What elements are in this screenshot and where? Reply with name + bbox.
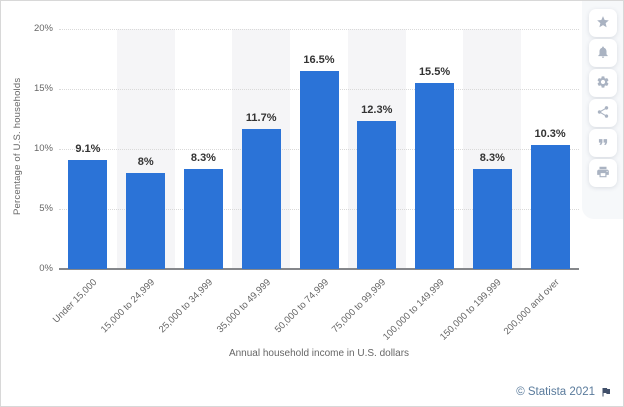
- x-tick-label: 15,000 to 24,999: [99, 277, 158, 336]
- print-button[interactable]: [588, 159, 617, 187]
- flag-icon[interactable]: [600, 386, 612, 398]
- y-tick-label: 5%: [39, 203, 53, 214]
- y-tick-label: 15%: [33, 83, 53, 94]
- bar[interactable]: [183, 169, 223, 269]
- x-tick-label: 50,000 to 74,999: [272, 277, 331, 336]
- x-tick-label: 150,000 to 199,999: [438, 277, 505, 343]
- bar-value-label: 11.7%: [245, 111, 277, 124]
- x-tick-label: 75,000 to 99,999: [330, 277, 389, 336]
- plot-area: 9.1% 8% 8.3% 11.7% 16.5% 12.3% 15.5% 8.3% 10.3%: [59, 29, 579, 270]
- x-tick-label: 100,000 to 149,999: [380, 277, 447, 343]
- y-tick-label: 20%: [33, 23, 53, 34]
- x-axis-line: [59, 268, 579, 270]
- bar[interactable]: [126, 173, 166, 269]
- share-button[interactable]: [588, 99, 617, 127]
- x-tick-label: Under 15,000: [51, 277, 100, 326]
- bar-value-label: 8.3%: [190, 152, 216, 165]
- grid-line: [59, 29, 579, 30]
- bar-value-label: 16.5%: [303, 54, 335, 66]
- chart-toolbar: [582, 1, 623, 219]
- quote-icon: [596, 135, 610, 152]
- x-axis-title: Annual household income in U.S. dollars: [228, 348, 410, 359]
- bar-value-label: 12.3%: [361, 104, 393, 117]
- bar[interactable]: [241, 128, 281, 269]
- gear-icon: [596, 75, 610, 92]
- bar[interactable]: [530, 145, 570, 269]
- bar-value-label: 8%: [137, 156, 154, 168]
- bar-value-label: 15.5%: [418, 66, 451, 78]
- bar[interactable]: [357, 121, 397, 269]
- bar-value-label: 10.3%: [534, 128, 566, 141]
- bar[interactable]: [415, 83, 455, 269]
- x-tick-label: 25,000 to 34,999: [157, 277, 216, 336]
- bar[interactable]: [68, 159, 108, 269]
- x-tick-label: 200,000 and over: [501, 277, 562, 338]
- share-icon: [596, 105, 610, 122]
- footer: © Statista 2021: [516, 386, 612, 398]
- copyright-text: © Statista 2021: [516, 386, 595, 398]
- x-tick-label: 35,000 to 49,999: [214, 277, 274, 336]
- cite-button[interactable]: [588, 129, 617, 157]
- bar[interactable]: [472, 169, 512, 269]
- settings-button[interactable]: [588, 69, 617, 97]
- bar[interactable]: [299, 71, 339, 269]
- bar-value-label: 8.3%: [479, 152, 505, 165]
- bell-icon: [596, 45, 610, 62]
- y-tick-label: 0%: [39, 263, 53, 274]
- notifications-button[interactable]: [588, 39, 617, 67]
- star-icon: [596, 15, 610, 32]
- printer-icon: [596, 165, 610, 182]
- bar-value-label: 9.1%: [75, 142, 101, 155]
- favorite-button[interactable]: [588, 9, 617, 37]
- y-tick-label: 10%: [33, 143, 53, 154]
